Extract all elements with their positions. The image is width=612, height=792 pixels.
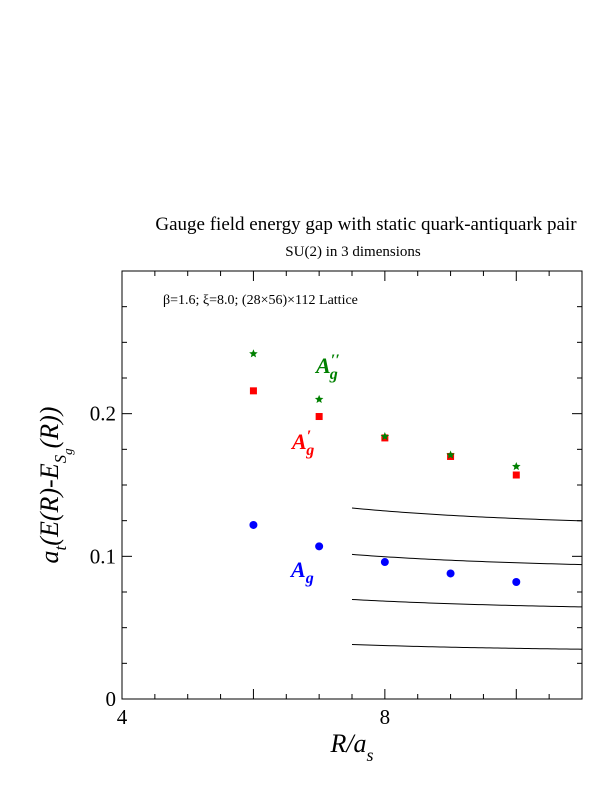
chart-subtitle: SU(2) in 3 dimensions xyxy=(285,244,421,260)
x-axis-label: R/as xyxy=(329,729,373,765)
series-1-point xyxy=(249,520,258,529)
data-points xyxy=(249,349,521,587)
x-axis-label-sub: s xyxy=(367,745,374,765)
fit-curve-3 xyxy=(351,553,583,566)
series-label-3: A′′ g xyxy=(314,352,340,383)
chart-title: Gauge field energy gap with static quark… xyxy=(155,214,577,235)
fit-curve-1 xyxy=(351,643,583,650)
series-1-point xyxy=(315,542,324,551)
series-2-point xyxy=(315,413,323,421)
series-3-point xyxy=(314,394,324,404)
y-axis-label: at(E(R)-ESg(R)) xyxy=(35,407,75,564)
series-3-point xyxy=(380,431,390,441)
fit-curves xyxy=(351,507,583,650)
series-2-point xyxy=(249,387,257,395)
series-2-point xyxy=(512,471,520,479)
y-tick-label: 0.1 xyxy=(90,544,116,568)
series-1-point xyxy=(380,558,389,567)
fit-curve-2 xyxy=(351,598,583,608)
y-tick-label: 0 xyxy=(106,687,117,711)
y-tick-label: 0.2 xyxy=(90,402,116,426)
series-3-point xyxy=(446,450,455,459)
series-3-point xyxy=(512,461,521,471)
series-3-point xyxy=(249,349,258,358)
tick-marks xyxy=(121,270,583,700)
plot-frame xyxy=(121,270,583,700)
tick-labels: 4 8 0 0.1 0.2 xyxy=(90,402,390,729)
series-1-point xyxy=(446,569,455,578)
fit-curve-4 xyxy=(351,507,583,522)
lattice-annotation: β=1.6; ξ=8.0; (28×56)×112 Lattice xyxy=(163,293,358,308)
series-label-1: Ag xyxy=(289,557,314,587)
series-label-2: A′ g xyxy=(290,428,314,459)
x-tick-label: 4 xyxy=(117,705,128,729)
series-labels: Ag A′ g A′′ g xyxy=(289,352,340,587)
series-1-point xyxy=(512,578,521,587)
x-tick-label: 8 xyxy=(380,705,391,729)
